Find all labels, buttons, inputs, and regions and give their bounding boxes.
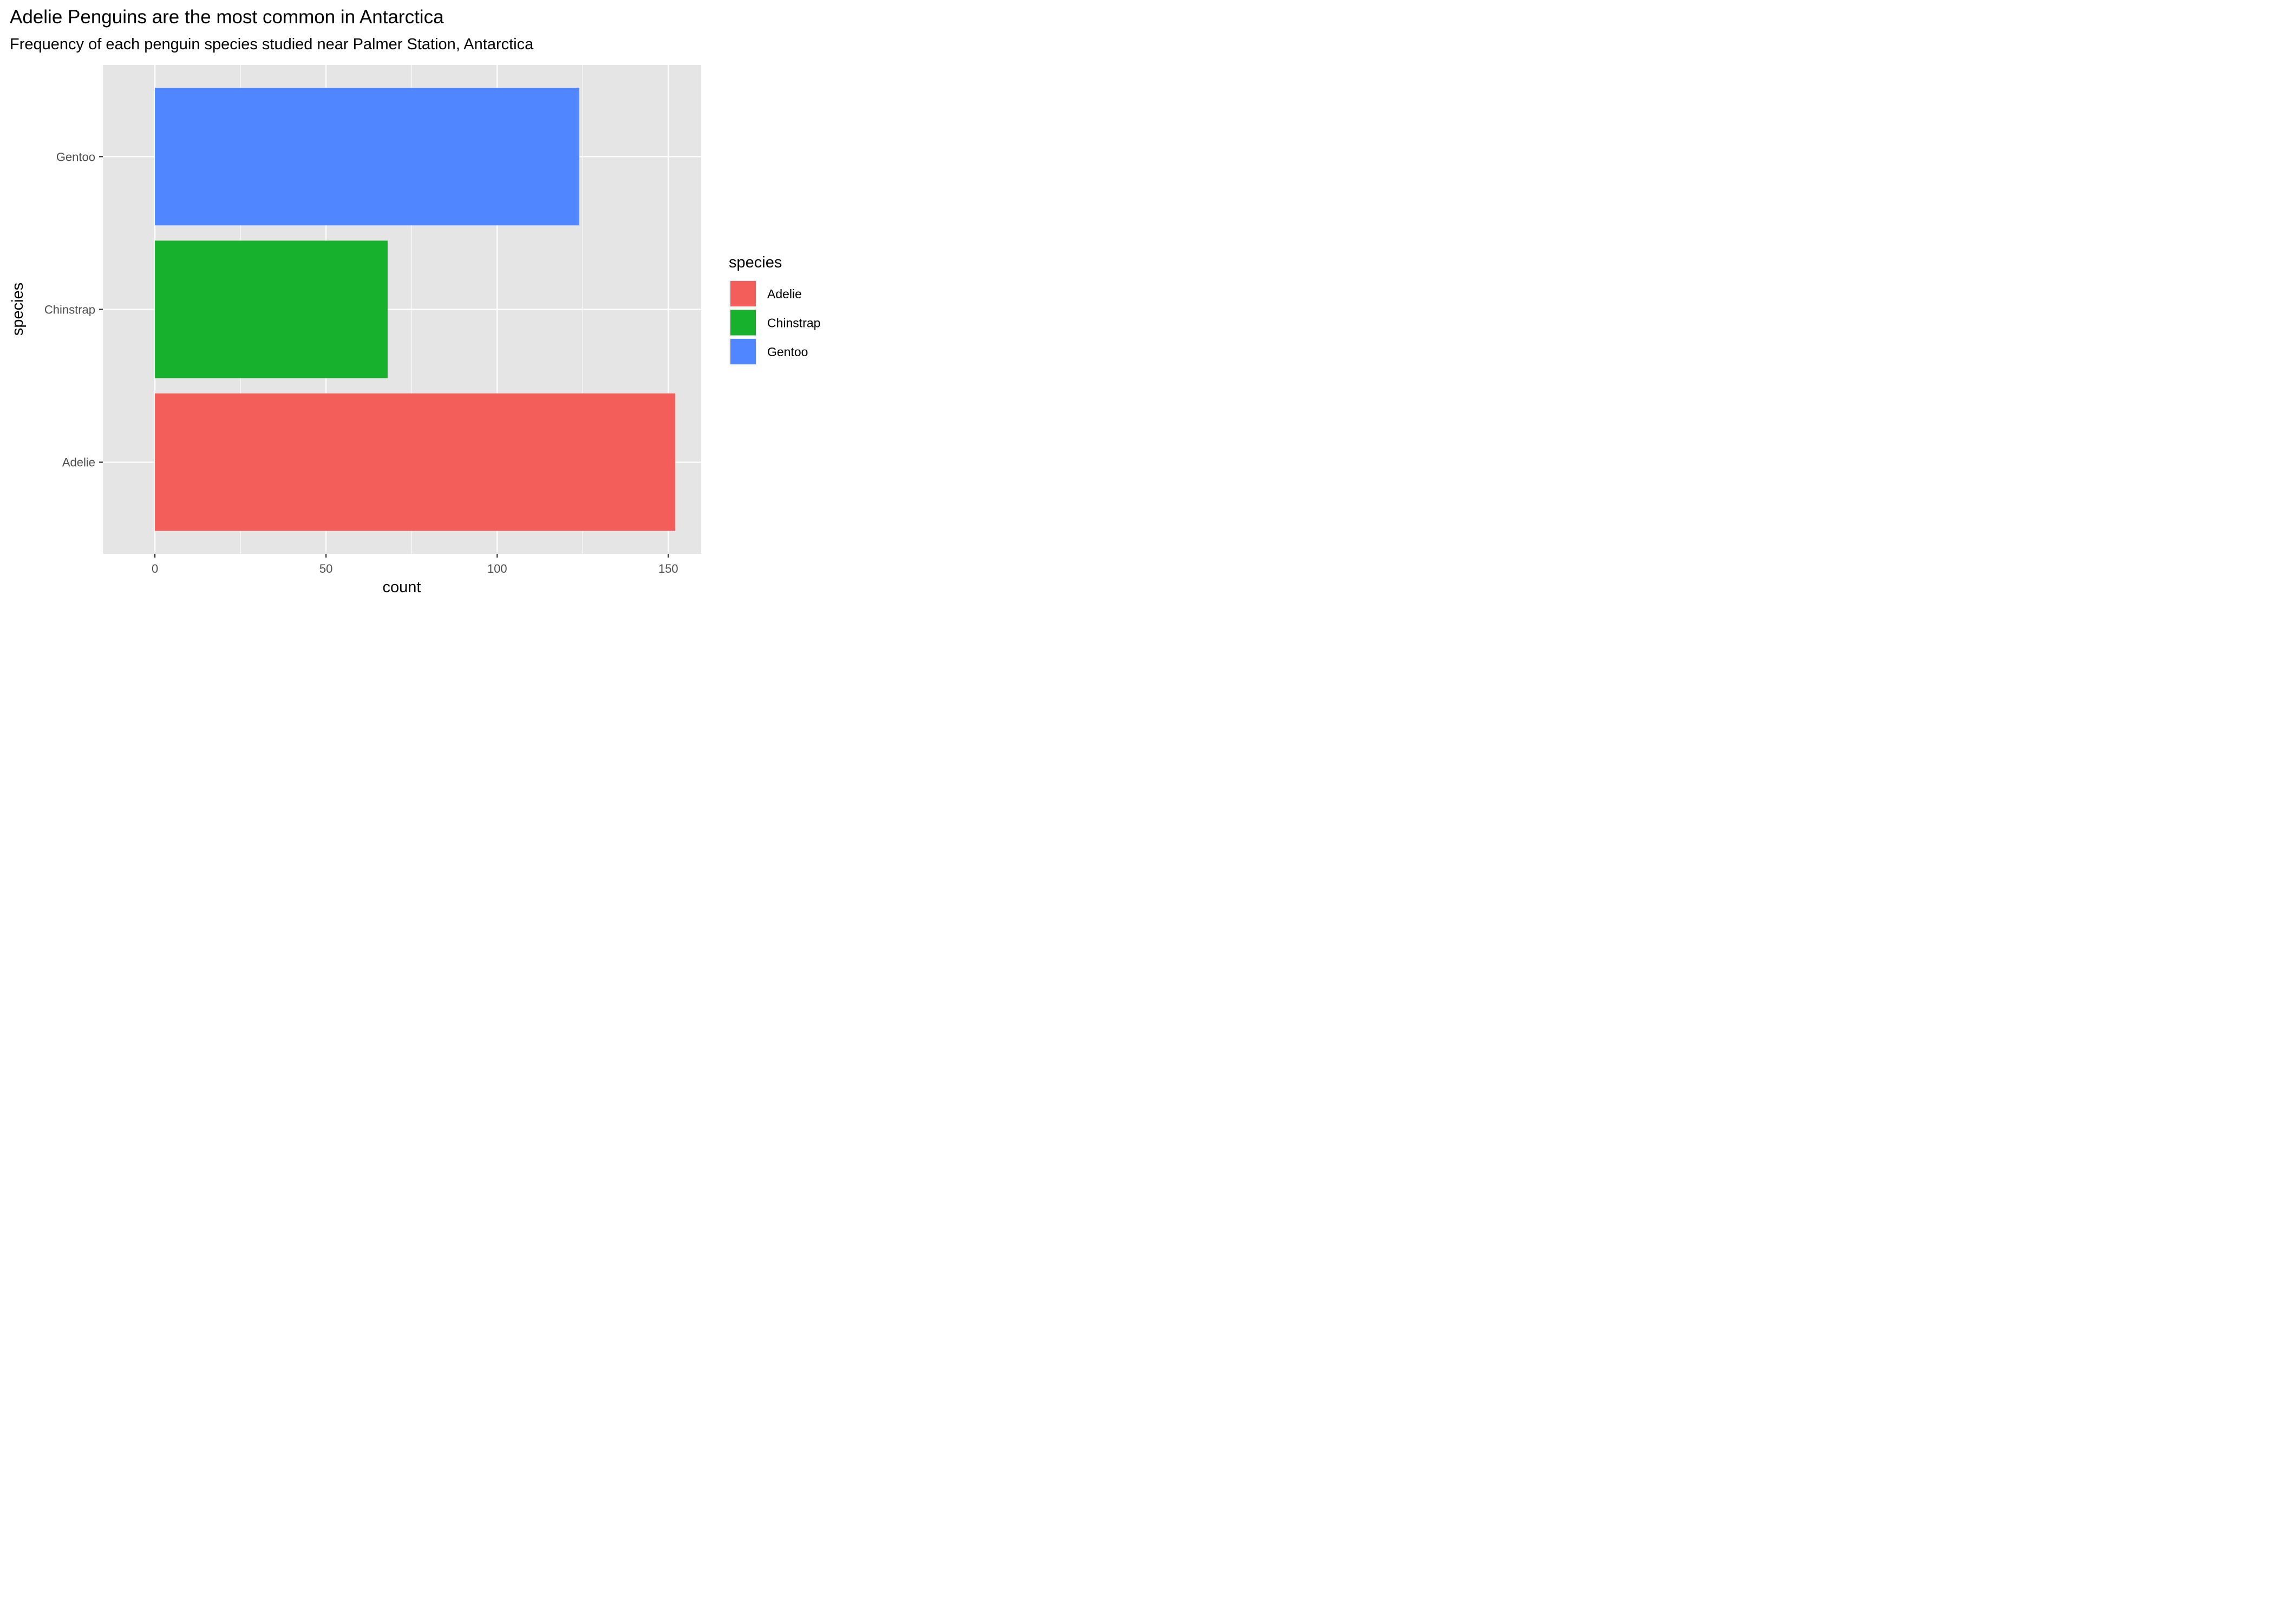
legend-label-adelie: Adelie: [767, 287, 802, 301]
legend-swatch-gentoo: [730, 339, 756, 364]
legend-title: species: [729, 254, 782, 271]
bar-chinstrap: [155, 240, 388, 378]
y-tick-label-chinstrap: Chinstrap: [44, 303, 95, 317]
x-tick-label: 150: [658, 562, 678, 575]
y-tick-label-gentoo: Gentoo: [56, 150, 95, 163]
chart-subtitle: Frequency of each penguin species studie…: [10, 36, 534, 53]
legend-label-chinstrap: Chinstrap: [767, 316, 820, 330]
chart-title: Adelie Penguins are the most common in A…: [10, 6, 444, 28]
legend-swatch-adelie: [730, 281, 756, 306]
x-tick-label: 0: [152, 562, 158, 575]
x-axis-title: count: [383, 579, 421, 596]
y-tick-label-adelie: Adelie: [62, 456, 95, 469]
legend: species Adelie Chinstrap Gentoo: [729, 254, 820, 365]
bars: [155, 88, 675, 531]
legend-label-gentoo: Gentoo: [767, 345, 808, 359]
y-axis: Adelie Chinstrap Gentoo: [44, 150, 103, 469]
x-tick-label: 50: [319, 562, 332, 575]
bar-chart: 0 50 100 150 Adelie Chinstrap Gentoo count sp…: [9, 65, 820, 596]
y-axis-title: species: [9, 283, 27, 336]
x-axis: 0 50 100 150: [152, 554, 678, 575]
bar-gentoo: [155, 88, 579, 226]
bar-adelie: [155, 393, 675, 531]
legend-swatch-chinstrap: [730, 310, 756, 336]
x-tick-label: 100: [487, 562, 507, 575]
